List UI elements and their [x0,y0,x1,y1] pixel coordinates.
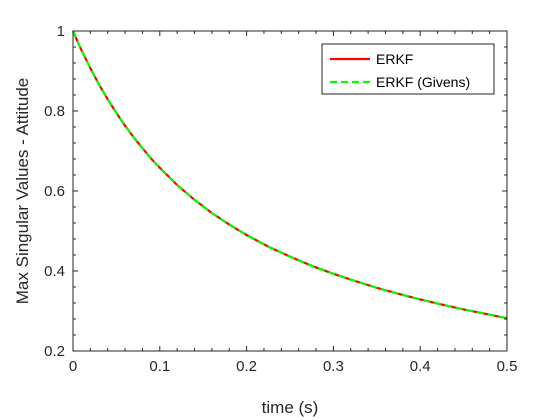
axes-layer [72,30,508,352]
y-tick-label: 1 [57,23,65,40]
x-tick-label: 0 [69,358,77,375]
series-line-erkf-givens [71,30,508,320]
x-tick-label: 0.3 [323,358,344,375]
x-tick-label: 0.4 [410,358,431,375]
series-layer [71,30,508,320]
legend-label-erkf: ERKF [376,51,413,67]
x-tick-label: 0.2 [236,358,257,375]
x-tick-label: 0.1 [149,358,170,375]
legend-label-erkf-givens: ERKF (Givens) [376,74,470,90]
y-tick-label: 0.4 [44,263,65,280]
y-tick-label: 0.8 [44,103,65,120]
x-tick-label: 0.5 [497,358,518,375]
tick-label-layer: 0 0.1 0.2 0.3 0.4 0.5 0.2 0.4 0.6 0.8 1 [44,23,517,375]
legend-box [321,43,495,95]
y-tick-label: 0.2 [44,343,65,360]
legend: ERKF ERKF (Givens) [321,43,495,95]
x-axis-label: time (s) [262,398,319,417]
y-axis-label: Max Singular Values - Attitude [13,78,32,304]
y-tick-label: 0.6 [44,183,65,200]
